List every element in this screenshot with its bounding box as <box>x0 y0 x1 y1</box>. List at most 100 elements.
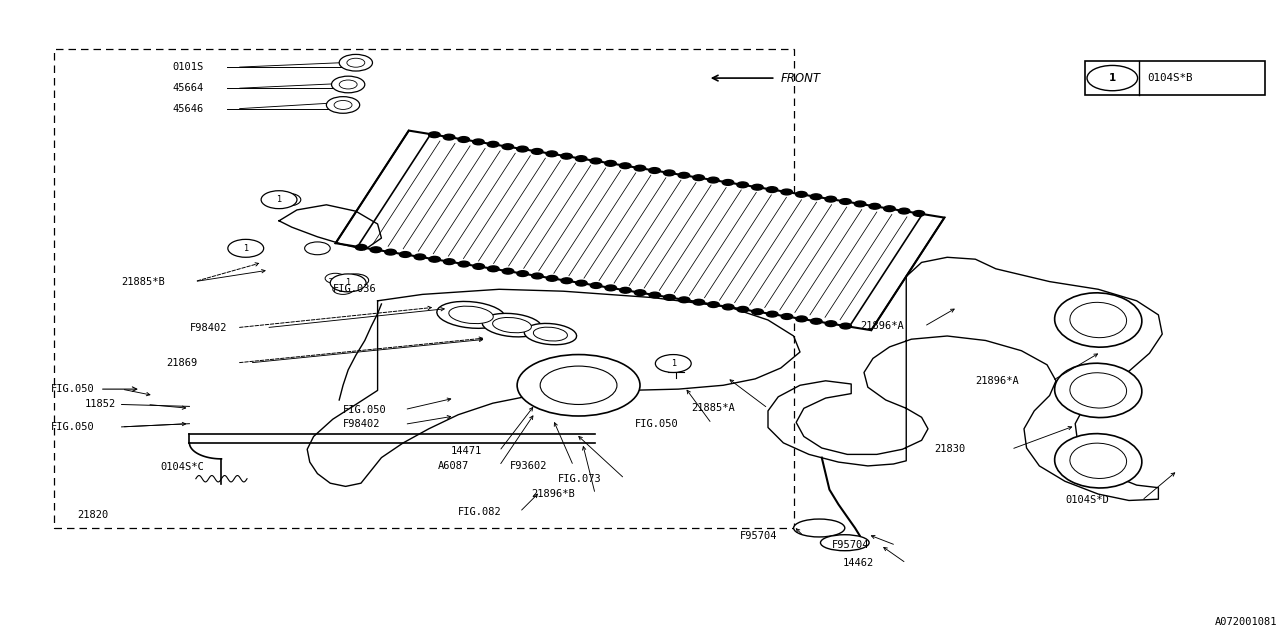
Circle shape <box>722 180 733 186</box>
Text: A6087: A6087 <box>438 461 468 471</box>
Circle shape <box>502 268 513 274</box>
Circle shape <box>332 76 365 93</box>
Circle shape <box>722 304 733 310</box>
Circle shape <box>333 284 353 294</box>
Ellipse shape <box>1055 364 1142 417</box>
Text: FIG.050: FIG.050 <box>51 384 95 394</box>
Circle shape <box>767 311 778 317</box>
Circle shape <box>275 193 301 206</box>
Circle shape <box>415 254 426 260</box>
Ellipse shape <box>1055 434 1142 488</box>
Text: 1: 1 <box>346 278 351 287</box>
Text: 11852: 11852 <box>84 399 115 410</box>
Circle shape <box>429 132 440 138</box>
Circle shape <box>576 280 588 286</box>
Circle shape <box>334 100 352 109</box>
Circle shape <box>1087 65 1138 91</box>
Ellipse shape <box>1070 443 1126 479</box>
Circle shape <box>590 283 602 289</box>
Text: FIG.036: FIG.036 <box>333 284 376 294</box>
Text: A072001081: A072001081 <box>1215 617 1277 627</box>
Circle shape <box>561 154 572 159</box>
Circle shape <box>472 139 484 145</box>
Circle shape <box>305 242 330 255</box>
Circle shape <box>488 141 499 147</box>
Polygon shape <box>335 131 945 330</box>
Ellipse shape <box>483 314 541 337</box>
Text: 1: 1 <box>276 195 282 204</box>
Circle shape <box>343 274 369 287</box>
Circle shape <box>913 211 924 216</box>
Text: FIG.073: FIG.073 <box>558 474 602 484</box>
Circle shape <box>767 187 778 193</box>
Text: 0101S: 0101S <box>173 62 204 72</box>
Ellipse shape <box>534 327 567 341</box>
Circle shape <box>854 201 865 207</box>
Text: 0104S*B: 0104S*B <box>1147 73 1193 83</box>
Circle shape <box>635 290 646 296</box>
Text: 21869: 21869 <box>166 358 197 368</box>
Text: 21896*A: 21896*A <box>975 376 1019 386</box>
Circle shape <box>547 275 558 281</box>
Circle shape <box>869 204 881 209</box>
Circle shape <box>810 319 822 324</box>
Circle shape <box>840 323 851 329</box>
Circle shape <box>339 54 372 71</box>
Text: F98402: F98402 <box>343 419 380 429</box>
Circle shape <box>737 307 749 312</box>
Text: 21885*A: 21885*A <box>691 403 735 413</box>
Text: 21896*B: 21896*B <box>531 489 575 499</box>
Circle shape <box>370 247 381 253</box>
Ellipse shape <box>1055 293 1142 347</box>
Text: F93602: F93602 <box>509 461 547 471</box>
Circle shape <box>443 134 454 140</box>
Circle shape <box>488 266 499 272</box>
Text: 21820: 21820 <box>77 510 108 520</box>
Circle shape <box>472 264 484 269</box>
Text: 0104S*D: 0104S*D <box>1065 495 1108 506</box>
Circle shape <box>517 355 640 416</box>
Circle shape <box>708 177 719 183</box>
Circle shape <box>604 161 616 166</box>
Circle shape <box>883 206 895 212</box>
Circle shape <box>826 196 837 202</box>
Circle shape <box>228 239 264 257</box>
Circle shape <box>590 158 602 164</box>
Text: 14462: 14462 <box>842 558 873 568</box>
Circle shape <box>339 80 357 89</box>
Text: 0104S*C: 0104S*C <box>160 462 204 472</box>
Text: FIG.050: FIG.050 <box>635 419 678 429</box>
Circle shape <box>399 252 411 257</box>
Circle shape <box>517 271 529 276</box>
Circle shape <box>326 97 360 113</box>
Circle shape <box>751 309 763 315</box>
Circle shape <box>826 321 837 326</box>
Circle shape <box>385 249 397 255</box>
Text: 21885*B: 21885*B <box>122 276 165 287</box>
Text: 1: 1 <box>243 244 248 253</box>
Circle shape <box>458 261 470 267</box>
Circle shape <box>634 165 645 171</box>
Ellipse shape <box>525 323 576 345</box>
Circle shape <box>547 151 558 157</box>
Circle shape <box>531 273 543 279</box>
Circle shape <box>899 208 910 214</box>
Circle shape <box>678 172 690 178</box>
Circle shape <box>664 294 676 300</box>
Circle shape <box>443 259 454 264</box>
Ellipse shape <box>1070 372 1126 408</box>
Circle shape <box>678 297 690 303</box>
Text: FIG.082: FIG.082 <box>458 507 502 517</box>
Circle shape <box>796 316 808 322</box>
Text: FRONT: FRONT <box>781 72 820 84</box>
Circle shape <box>751 184 763 190</box>
Circle shape <box>576 156 588 161</box>
Ellipse shape <box>493 317 531 333</box>
Circle shape <box>330 274 366 292</box>
Bar <box>54 49 794 528</box>
Ellipse shape <box>436 301 506 328</box>
Circle shape <box>356 244 367 250</box>
Circle shape <box>692 300 704 305</box>
Text: F95704: F95704 <box>832 540 869 550</box>
Circle shape <box>620 163 631 168</box>
